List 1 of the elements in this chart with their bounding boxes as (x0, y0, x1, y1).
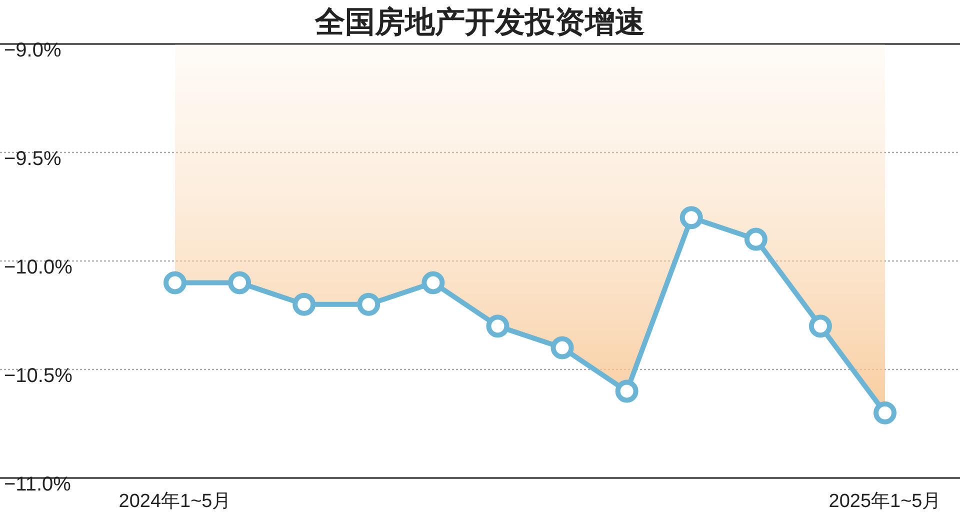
title: 全国房地产开发投资增速 (315, 6, 645, 39)
